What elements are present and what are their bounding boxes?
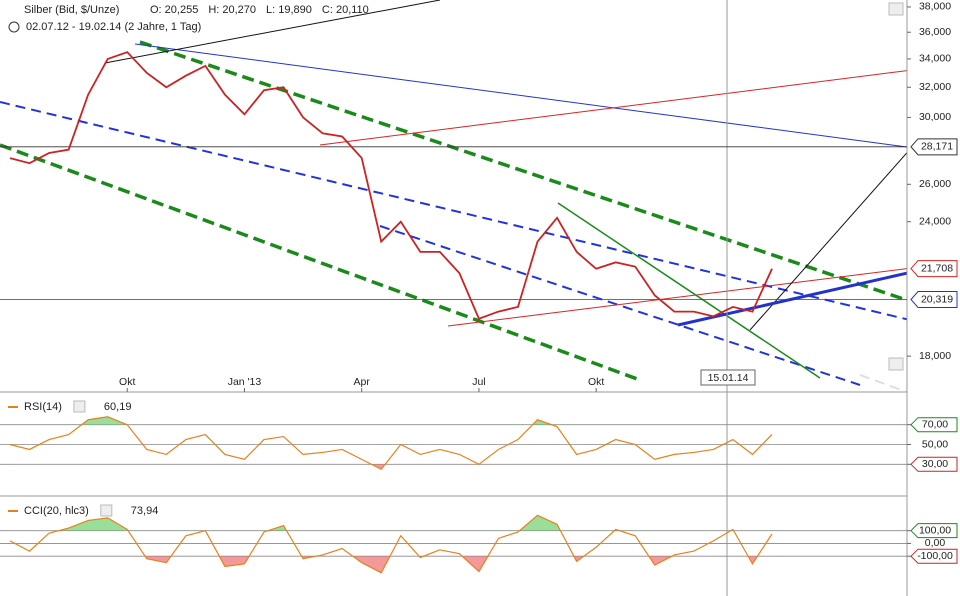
- scroll-button[interactable]: [888, 2, 904, 16]
- y-tick-label: 70,00: [922, 418, 948, 430]
- line-series: [9, 416, 773, 471]
- trend-line: [677, 271, 907, 327]
- y-tick-label: 38,000: [919, 1, 951, 13]
- y-tick-label: 100,00: [919, 524, 951, 536]
- crosshair-label: 15.01.14: [708, 372, 749, 384]
- line-series: [9, 51, 773, 320]
- legend-value: O: 20,255: [150, 4, 198, 16]
- x-tick-label: Okt: [588, 376, 604, 388]
- trend-line: [0, 101, 907, 321]
- y-tick-label: 18,000: [919, 350, 951, 362]
- level-label: 20,319: [921, 293, 953, 305]
- legend-value: C: 20,110: [322, 4, 369, 16]
- level-label: 21,708: [921, 262, 953, 274]
- level-box: [910, 523, 958, 539]
- trend-line: [319, 70, 907, 146]
- y-tick-label: -100,00: [917, 550, 953, 562]
- legend-name: RSI(14): [24, 401, 62, 413]
- clock-icon: [8, 21, 20, 33]
- x-tick-label: Jan '13: [228, 376, 262, 388]
- legend-name: CCI(20, hlc3): [24, 505, 89, 517]
- chart-title: Silber (Bid, $/Unze): [24, 4, 119, 16]
- legend-value: H: 20,270: [208, 4, 256, 16]
- line-series: [9, 514, 773, 574]
- trend-line: [859, 374, 907, 392]
- level-box: [910, 417, 958, 433]
- y-tick-label: 36,000: [919, 26, 951, 38]
- panel-button[interactable]: [100, 504, 113, 517]
- subtitle: 02.07.12 - 19.02.14 (2 Jahre, 1 Tag): [26, 21, 201, 33]
- legend-value: 73,94: [131, 505, 159, 517]
- crosshair-label-box: [700, 369, 756, 386]
- panel-button[interactable]: [73, 400, 86, 413]
- trend-line: [104, 0, 441, 64]
- level-box: [910, 548, 958, 564]
- y-tick-label: 34,000: [919, 53, 951, 65]
- scroll-button[interactable]: [888, 357, 904, 371]
- level-box: [910, 291, 958, 308]
- trend-line: [379, 225, 861, 386]
- y-tick-label: 30,000: [919, 111, 951, 123]
- y-tick-label: 0,00: [925, 537, 946, 549]
- legend-value: L: 19,890: [266, 4, 312, 16]
- level-label: 28,171: [921, 141, 953, 153]
- trend-line: [447, 268, 907, 327]
- level-box: [910, 138, 958, 156]
- trend-line: [557, 202, 821, 379]
- legend-value: 60,19: [104, 401, 132, 413]
- level-box: [910, 260, 958, 278]
- y-tick-label: 32,000: [919, 81, 951, 93]
- level-box: [910, 456, 958, 472]
- trend-line: [134, 43, 907, 148]
- y-tick-label: 24,000: [919, 215, 951, 227]
- x-tick-label: Okt: [119, 376, 135, 388]
- x-tick-label: Apr: [354, 376, 371, 388]
- trend-line: [0, 143, 641, 382]
- x-tick-label: Jul: [472, 376, 485, 388]
- y-tick-label: 26,000: [919, 178, 951, 190]
- y-tick-label: 50,00: [922, 438, 948, 450]
- y-tick-label: 30,00: [922, 458, 948, 470]
